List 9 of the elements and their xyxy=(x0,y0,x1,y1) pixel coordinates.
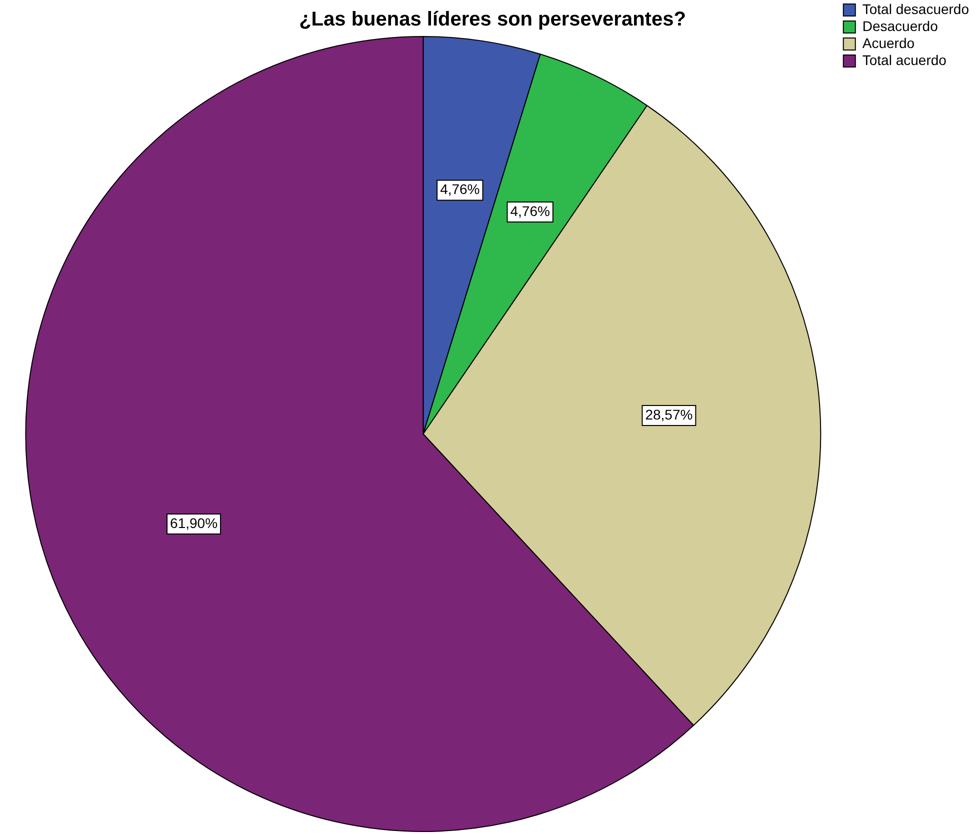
legend-label: Total acuerdo xyxy=(862,52,947,68)
data-label: 4,76% xyxy=(440,181,480,198)
legend-label: Desacuerdo xyxy=(862,18,938,34)
data-label: 4,76% xyxy=(510,202,550,219)
data-label: 61,90% xyxy=(170,514,218,531)
data-label: 28,57% xyxy=(645,406,693,422)
legend-label: Total desacuerdo xyxy=(862,0,970,17)
legend-label: Acuerdo xyxy=(862,34,915,51)
chart-title: ¿Las buenas líderes son perseverantes? xyxy=(299,8,686,31)
